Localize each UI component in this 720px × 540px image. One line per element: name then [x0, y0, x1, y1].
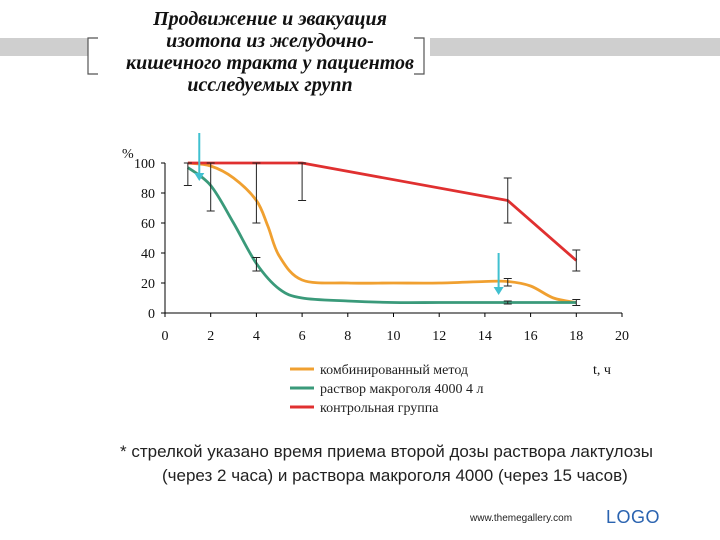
legend-item: раствор макроголя 4000 4 л — [290, 382, 483, 397]
title-line: Продвижение и эвакуация — [153, 8, 387, 30]
title-line: изотопа из желудочно- — [166, 30, 374, 52]
y-tick-label: 80 — [141, 187, 155, 202]
title-line: исследуемых групп — [187, 74, 353, 96]
error-bar — [503, 278, 512, 287]
footnote-line-2: (через 2 часа) и раствора макроголя 4000… — [162, 466, 628, 485]
legend-label: контрольная группа — [320, 401, 439, 416]
error-bar — [252, 257, 261, 272]
y-tick-label: 20 — [141, 277, 155, 292]
y-tick-label: 0 — [148, 307, 155, 322]
dose-arrow — [194, 133, 205, 181]
x-tick-label: 10 — [387, 329, 401, 344]
x-tick-label: 2 — [207, 329, 214, 344]
error-bar — [572, 249, 581, 272]
footer-url[interactable]: www.themegallery.com — [470, 513, 573, 524]
chart-legend: комбинированный метод раствор макроголя 4… — [290, 363, 483, 416]
legend-item: комбинированный метод — [290, 363, 468, 378]
chart-arrows — [194, 133, 504, 295]
error-bar — [183, 162, 192, 186]
x-tick-label: 0 — [162, 329, 169, 344]
error-bar — [298, 162, 307, 201]
error-bar — [572, 299, 581, 306]
x-tick-label: 20 — [615, 329, 629, 344]
left-gray-bar — [0, 38, 88, 56]
error-bar — [206, 162, 215, 212]
series-line-3 — [187, 161, 578, 262]
y-tick-label: 40 — [141, 247, 155, 262]
legend-item: контрольная группа — [290, 401, 439, 416]
error-bar — [503, 300, 512, 305]
x-tick-label: 8 — [344, 329, 351, 344]
title-line: кишечного тракта у пациентов — [126, 52, 414, 74]
x-tick-label: 18 — [569, 329, 583, 344]
error-bar — [503, 177, 512, 224]
slide-title: Продвижение и эвакуация изотопа из желуд… — [95, 8, 445, 96]
chart-series — [186, 161, 578, 305]
y-tick-label: 100 — [134, 157, 155, 172]
x-tick-label: 4 — [253, 329, 260, 344]
x-tick-label: 6 — [299, 329, 306, 344]
series-line-1 — [187, 161, 577, 304]
chart-error-bars — [183, 162, 581, 306]
y-axis-label: % — [122, 147, 134, 162]
title-bracket-frame — [87, 37, 425, 75]
error-bar — [252, 162, 261, 224]
chart-axes: 0 20 40 60 80 100 0 2 4 6 8 10 12 14 16 18 20% t, ч — [122, 147, 629, 378]
dose-arrow-head — [194, 173, 205, 181]
x-axis-label: t, ч — [593, 363, 611, 378]
right-gray-bar — [430, 38, 720, 56]
footer-logo: LOGO — [606, 507, 661, 527]
legend-label: комбинированный метод — [320, 363, 468, 378]
dose-arrow-head — [493, 287, 504, 295]
legend-label: раствор макроголя 4000 4 л — [320, 382, 483, 397]
y-tick-label: 60 — [141, 217, 155, 232]
footnote-line-1: стрелкой указано время приема второй доз… — [131, 442, 654, 461]
x-tick-label: 12 — [432, 329, 446, 344]
x-tick-label: 14 — [478, 329, 492, 344]
dose-arrow — [493, 253, 504, 295]
x-tick-label: 16 — [524, 329, 538, 344]
footnote: * стрелкой указано время приема второй д… — [120, 440, 710, 488]
footnote-marker: * — [120, 442, 127, 461]
